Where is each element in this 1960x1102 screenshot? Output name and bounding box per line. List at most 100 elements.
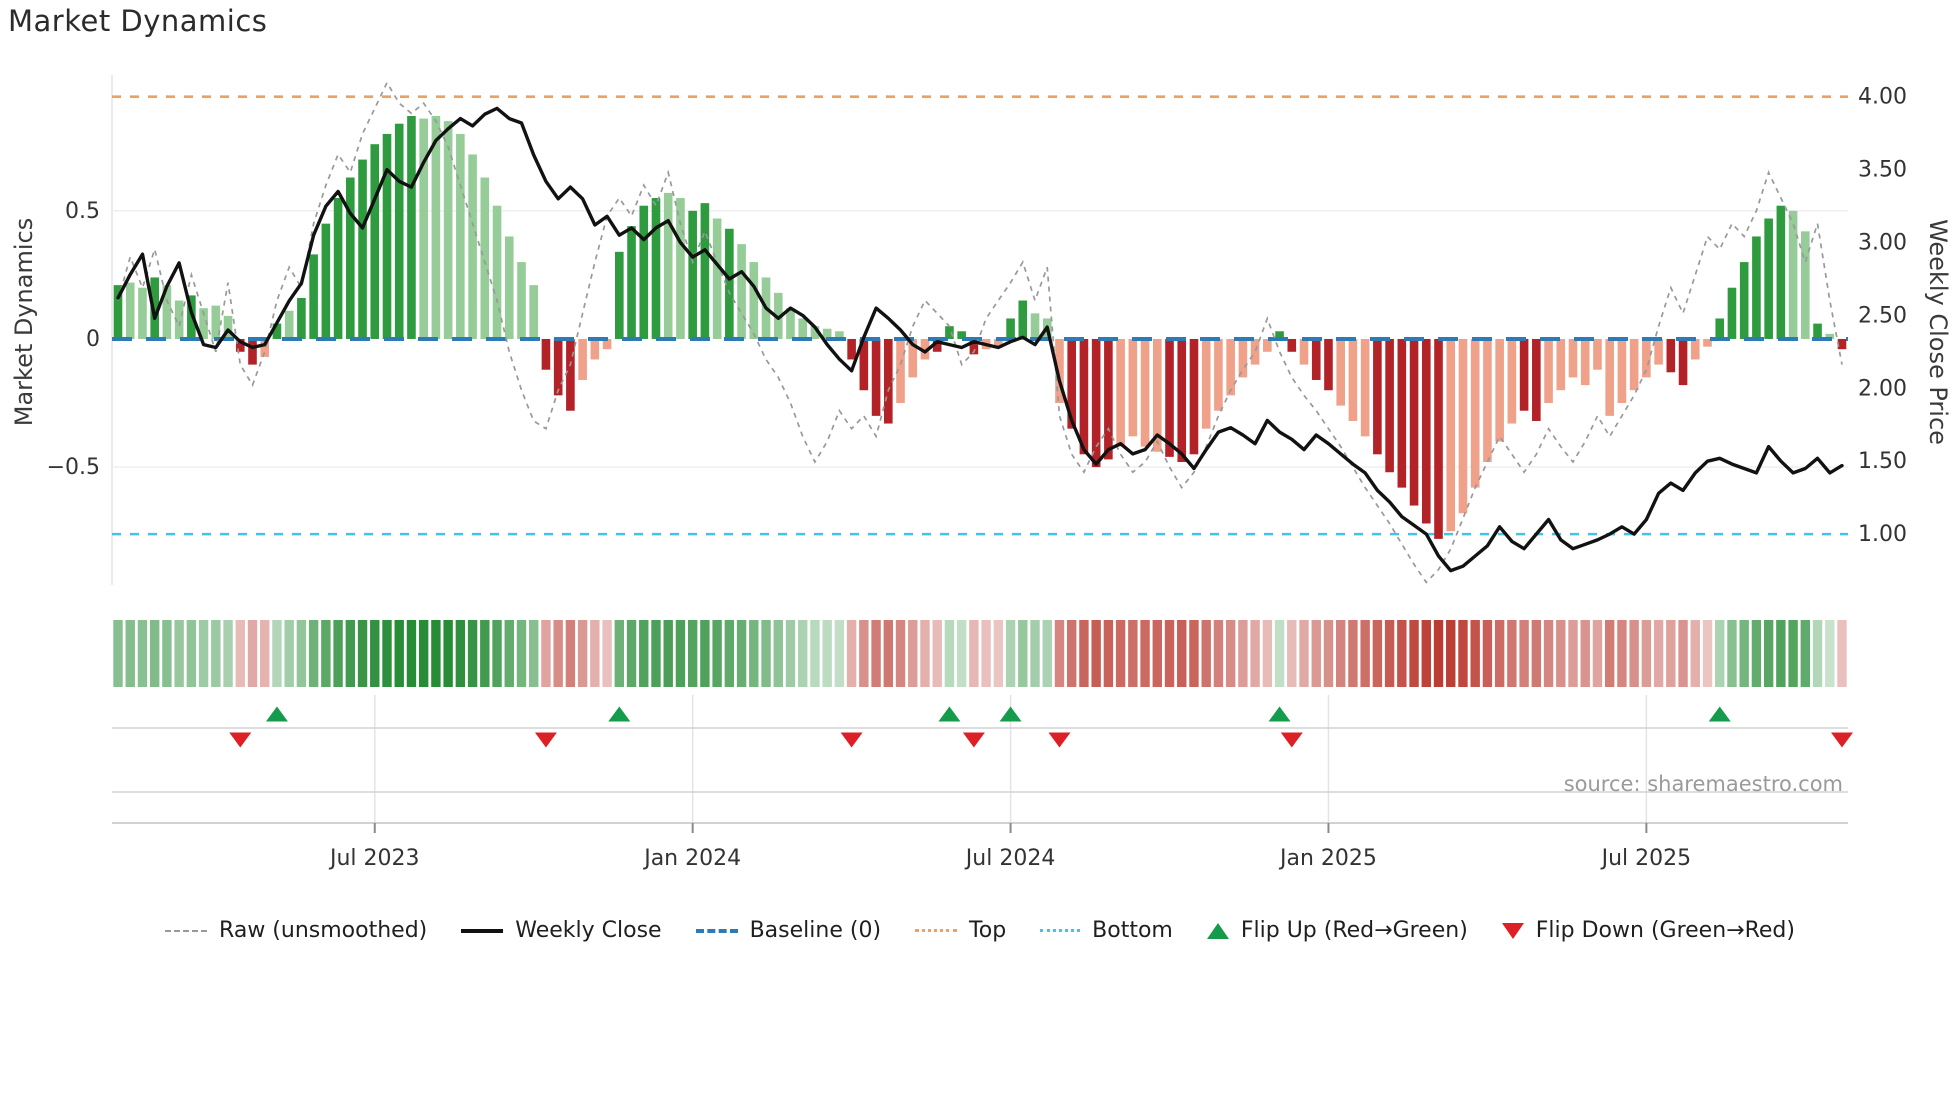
heatmap-cell (1507, 620, 1517, 687)
dynamics-bar (590, 338, 600, 360)
heatmap-cell (712, 620, 722, 687)
heatmap-cell (1250, 620, 1260, 687)
heatmap-cell (626, 620, 637, 687)
dynamics-bar (1360, 338, 1370, 437)
dynamics-bar (443, 121, 453, 339)
legend-item-weekly-close: Weekly Close (461, 918, 662, 943)
weekly-close-line (116, 106, 1844, 573)
heatmap-cell (284, 620, 294, 687)
heatmap-cell (357, 620, 368, 687)
heatmap-cell (162, 620, 172, 687)
dynamics-bar (407, 116, 416, 339)
heatmap-cell (223, 620, 233, 687)
dynamics-bar (859, 338, 869, 391)
heatmap-cell (932, 620, 942, 687)
dynamics-bar (871, 338, 881, 416)
left-tick-label: 0.5 (65, 199, 100, 224)
heatmap-cell (272, 620, 282, 687)
heatmap-cell (1177, 620, 1187, 687)
heatmap-cell (908, 620, 918, 687)
dynamics-bar (1116, 338, 1125, 447)
dynamics-bar (786, 308, 795, 339)
page-title: Market Dynamics (8, 4, 268, 38)
dynamics-bar (309, 254, 318, 339)
heatmap-cell (1079, 620, 1089, 687)
heatmap-cell (443, 620, 453, 687)
dynamics-bar (1703, 338, 1712, 347)
dynamics-bar (1764, 218, 1773, 339)
heatmap-cell (565, 620, 576, 687)
heatmap-cell (798, 620, 808, 687)
heatmap-cell (296, 620, 307, 687)
heatmap-cell (1751, 620, 1762, 687)
heatmap-cell (895, 620, 906, 687)
dynamics-bar (1263, 338, 1272, 352)
dynamics-bar (1421, 338, 1431, 524)
dynamics-bar (1287, 338, 1297, 352)
flip-down-marker-icon (1831, 732, 1853, 748)
dynamics-bar (321, 223, 331, 339)
heatmap-cell (1580, 620, 1590, 687)
heatmap-cell (1335, 620, 1346, 687)
heatmap-cell (186, 620, 197, 687)
heatmap-cell (1470, 620, 1480, 687)
heatmap-cell (810, 620, 820, 687)
dynamics-bar (1556, 338, 1566, 391)
dynamics-bar (1311, 338, 1321, 380)
dynamics-bar (1776, 205, 1786, 339)
dynamics-bar (896, 338, 905, 404)
heatmap-cell (1299, 620, 1309, 687)
dynamics-bar (1605, 338, 1614, 416)
heatmap-cell (1556, 620, 1566, 687)
right-tick-label: 3.00 (1858, 231, 1907, 256)
heatmap-cell (1629, 620, 1639, 687)
left-tick-label: −0.5 (47, 455, 100, 480)
heatmap-cell (1666, 620, 1676, 687)
dynamics-bar (199, 308, 208, 339)
heatmap-cell (529, 620, 539, 687)
dynamics-bar (1177, 338, 1187, 462)
dynamics-bar (272, 323, 282, 339)
flip-up-marker-icon (1268, 706, 1291, 722)
heatmap-cell (1727, 620, 1737, 687)
dynamics-bar (1104, 338, 1113, 460)
x-tick-label: Jan 2025 (1278, 846, 1377, 871)
heatmap-cell (1225, 620, 1236, 687)
heatmap-cell (651, 620, 661, 687)
dynamics-bar (627, 226, 636, 339)
dynamics-bar (333, 198, 343, 339)
heatmap-cell (1702, 620, 1713, 687)
dynamics-bar (798, 318, 808, 339)
dynamics-bar (1214, 338, 1223, 411)
dynamics-bar (1825, 333, 1835, 339)
dynamics-bar (468, 154, 477, 339)
flip-up-marker-icon (608, 706, 631, 722)
dynamics-bar (284, 310, 294, 339)
dynamics-bar (639, 205, 649, 339)
dynamics-bar (1801, 231, 1810, 339)
heatmap-cell (1140, 620, 1150, 687)
legend-label: Weekly Close (515, 918, 662, 943)
heatmap-cell (553, 620, 563, 687)
dynamics-bar (174, 300, 184, 339)
heatmap-cell (1812, 620, 1823, 687)
dynamics-bar (908, 338, 918, 378)
heatmap-cell (1739, 620, 1749, 687)
heatmap-cell (174, 620, 184, 687)
dynamics-bar (1752, 236, 1761, 339)
heatmap-cell (211, 620, 221, 687)
dynamics-bar (1409, 338, 1419, 506)
heatmap-cell (1458, 620, 1468, 687)
dynamics-bar (835, 331, 844, 339)
dynamics-bar (138, 287, 147, 339)
heatmap-cell (956, 620, 967, 687)
dynamics-bar (1189, 338, 1199, 455)
dynamics-bar (1091, 338, 1101, 468)
right-tick-label: 1.00 (1858, 522, 1907, 547)
dynamics-bar (1201, 338, 1211, 429)
dynamics-bar (1446, 338, 1456, 532)
heatmap-cell (1568, 620, 1578, 687)
dynamics-bar (248, 338, 257, 365)
dynamics-bar (553, 338, 563, 396)
